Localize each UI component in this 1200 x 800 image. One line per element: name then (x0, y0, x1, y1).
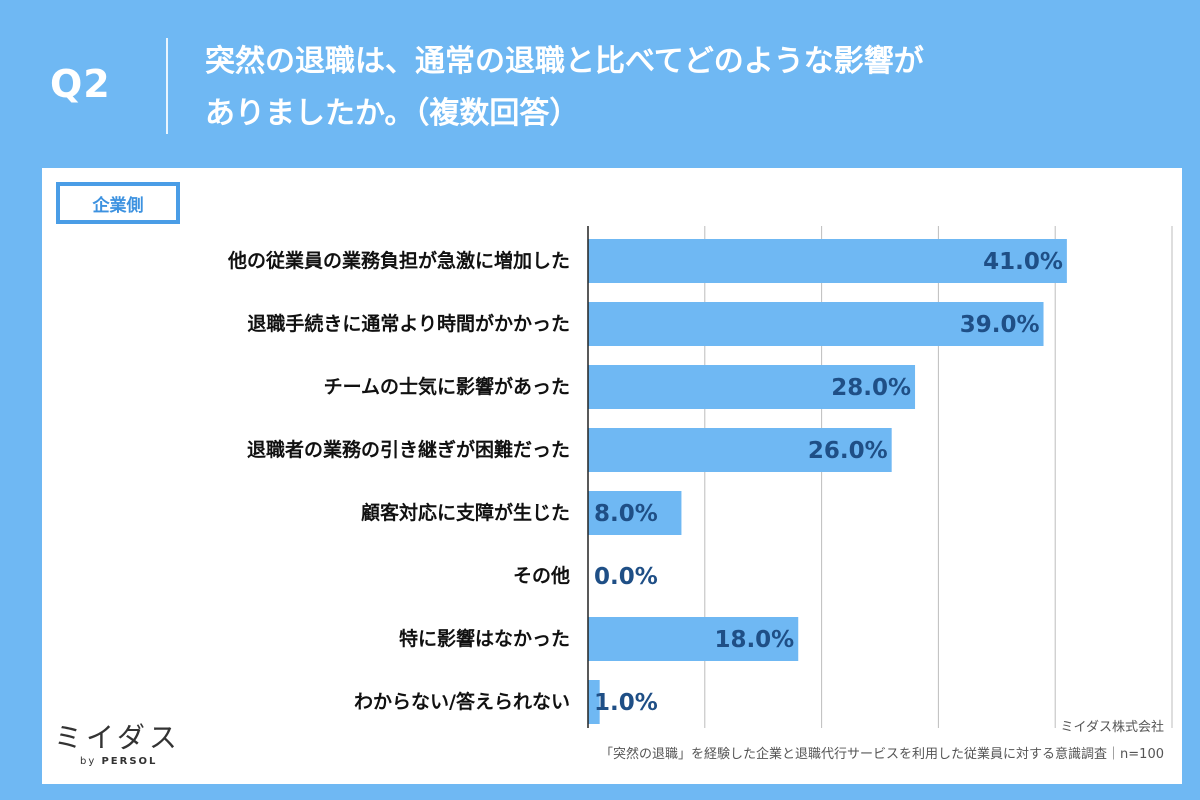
logo-byline: by PERSOL (80, 756, 157, 767)
logo-brand: PERSOL (101, 756, 158, 767)
question-title-line-1: 突然の退職は、通常の退職と比べてどのような影響が (205, 44, 924, 79)
value-label: 28.0% (831, 375, 911, 401)
category-label: チームの士気に影響があった (324, 375, 570, 398)
value-label: 41.0% (983, 249, 1063, 275)
question-title: 突然の退職は、通常の退職と比べてどのような影響が ありましたか。（複数回答） (205, 36, 1105, 140)
question-title-line-2: ありましたか。（複数回答） (205, 96, 580, 131)
header-divider (166, 38, 168, 134)
value-label: 8.0% (594, 501, 658, 527)
bar (588, 239, 1067, 283)
bar (588, 428, 892, 472)
category-label: その他 (513, 564, 570, 587)
bar (588, 680, 600, 724)
category-label: 退職手続きに通常より時間がかかった (247, 312, 570, 335)
bar-chart: 他の従業員の業務負担が急激に増加した 41.0% 退職手続きに通常より時間がかかった… (227, 226, 1173, 728)
value-label: 39.0% (960, 312, 1040, 338)
category-label: わからない/答えられない (354, 690, 570, 713)
category-label: 顧客対応に支障が生じた (361, 501, 570, 524)
value-label: 0.0% (594, 564, 658, 590)
bar (588, 365, 916, 409)
footer-note: 「突然の退職」を経験した企業と退職代行サービスを利用した従業員に対する意識調査｜… (600, 747, 1164, 762)
logo-text: ミイダス (54, 721, 181, 754)
value-label: 26.0% (808, 438, 888, 464)
value-label: 18.0% (714, 627, 794, 653)
segment-tag: 企業側 (56, 182, 180, 224)
header: Q2 突然の退職は、通常の退職と比べてどのような影響が ありましたか。（複数回答… (0, 0, 1200, 160)
question-number: Q2 (50, 62, 111, 106)
bar (588, 491, 682, 535)
category-label: 特に影響はなかった (399, 627, 570, 650)
category-label: 退職者の業務の引き継ぎが困難だった (247, 438, 570, 461)
bar (588, 617, 799, 661)
bar (588, 302, 1044, 346)
footer-company: ミイダス株式会社 (1060, 720, 1164, 735)
logo-by: by (80, 756, 97, 767)
chart-card: 企業側 他の従業員の業務負担が急激に増加した 41.0% 退職手続きに通常より時間が… (42, 168, 1182, 784)
brand-logo: ミイダス by PERSOL (54, 716, 204, 776)
category-label: 他の従業員の業務負担が急激に増加した (227, 249, 570, 272)
value-label: 1.0% (594, 690, 658, 716)
